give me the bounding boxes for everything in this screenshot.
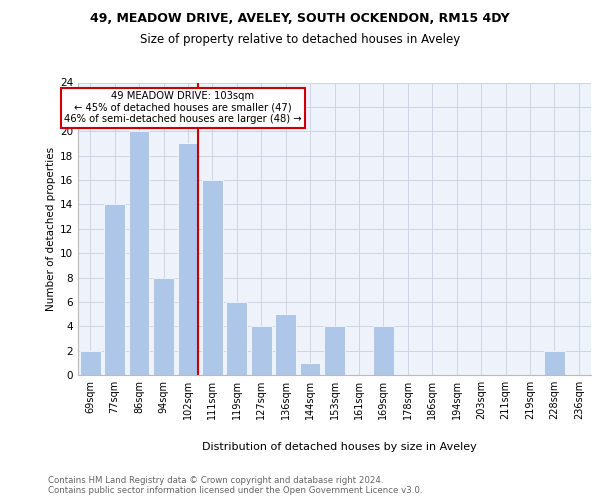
- Bar: [128, 131, 149, 375]
- Text: Distribution of detached houses by size in Aveley: Distribution of detached houses by size …: [202, 442, 476, 452]
- Bar: [202, 180, 223, 375]
- Bar: [226, 302, 247, 375]
- Bar: [373, 326, 394, 375]
- Bar: [544, 350, 565, 375]
- Bar: [104, 204, 125, 375]
- Text: Contains HM Land Registry data © Crown copyright and database right 2024.
Contai: Contains HM Land Registry data © Crown c…: [48, 476, 422, 495]
- Y-axis label: Number of detached properties: Number of detached properties: [46, 146, 56, 311]
- Bar: [275, 314, 296, 375]
- Text: 49 MEADOW DRIVE: 103sqm
← 45% of detached houses are smaller (47)
46% of semi-de: 49 MEADOW DRIVE: 103sqm ← 45% of detache…: [64, 91, 302, 124]
- Bar: [324, 326, 345, 375]
- Bar: [80, 350, 101, 375]
- Text: Size of property relative to detached houses in Aveley: Size of property relative to detached ho…: [140, 32, 460, 46]
- Bar: [251, 326, 272, 375]
- Bar: [299, 363, 320, 375]
- Bar: [153, 278, 174, 375]
- Text: 49, MEADOW DRIVE, AVELEY, SOUTH OCKENDON, RM15 4DY: 49, MEADOW DRIVE, AVELEY, SOUTH OCKENDON…: [90, 12, 510, 26]
- Bar: [178, 144, 199, 375]
